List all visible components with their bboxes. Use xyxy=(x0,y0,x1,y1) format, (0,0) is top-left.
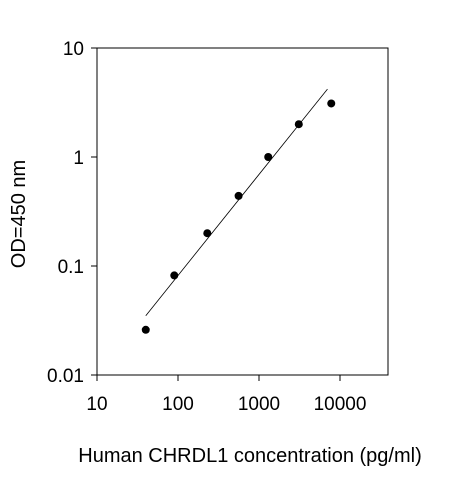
x-tick-label: 10 xyxy=(86,394,107,415)
x-tick-label: 10000 xyxy=(314,394,367,415)
y-axis-title: OD=450 nm xyxy=(8,160,30,268)
data-points xyxy=(141,99,336,334)
data-point xyxy=(327,99,336,108)
y-tick-label: 0.01 xyxy=(47,366,84,387)
data-point xyxy=(294,120,303,129)
data-point xyxy=(141,325,150,334)
y-tick-label: 1 xyxy=(73,148,84,169)
data-point xyxy=(264,153,273,161)
y-axis-ticks: 0.01 0.1 1 10 xyxy=(47,39,97,387)
y-tick-label: 0.1 xyxy=(58,257,84,278)
plot-frame xyxy=(96,47,389,376)
y-tick-label: 10 xyxy=(63,39,84,60)
x-axis-ticks: 10 100 1000 10000 xyxy=(86,375,366,415)
data-point xyxy=(203,229,212,238)
x-axis-title: Human CHRDL1 concentration (pg/ml) xyxy=(78,445,421,467)
x-tick-label: 100 xyxy=(162,394,194,415)
x-tick-label: 1000 xyxy=(238,394,280,415)
data-point xyxy=(170,271,179,280)
data-point xyxy=(234,191,243,200)
